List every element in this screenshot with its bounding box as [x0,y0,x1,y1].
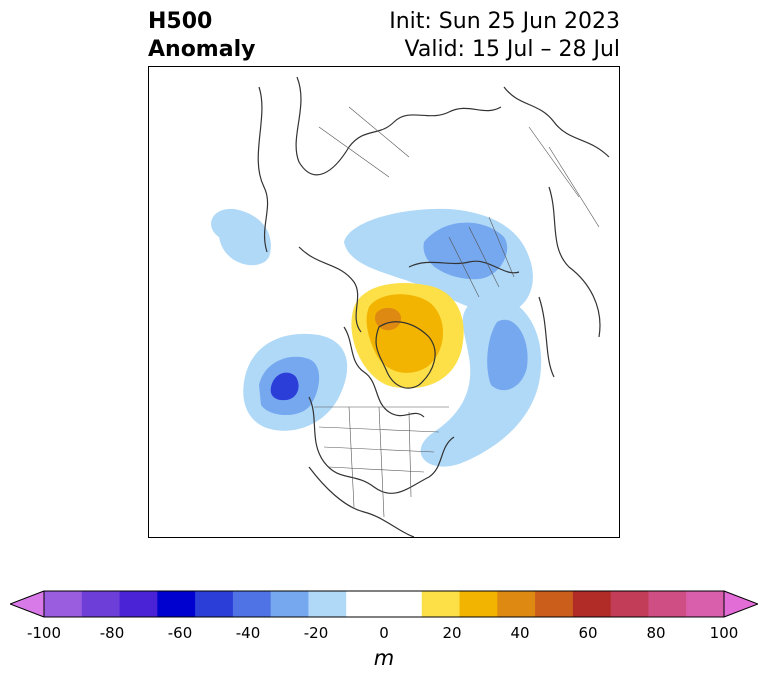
colorbar-tick-label: 0 [379,624,389,642]
colorbar-segment [535,591,574,617]
colorbar-tick-label: 60 [578,624,598,642]
colorbar-tick-label: -40 [235,624,261,642]
map-panel [148,66,620,538]
colorbar-segment [610,591,649,617]
colorbar-tick-label: 100 [709,624,739,642]
colorbar-tick-label: 80 [646,624,666,642]
colorbar-tick-label: -100 [26,624,62,642]
valid-range: Valid: 15 Jul – 28 Jul [404,37,620,62]
colorbar-left-arrow [10,591,44,617]
colorbar-segment [308,591,347,617]
anomaly-map [149,67,619,537]
title-field: Anomaly [148,37,256,62]
colorbar-right-arrow [724,591,758,617]
colorbar-tick-label: 40 [510,624,530,642]
colorbar-segment [44,591,83,617]
colorbar-segment [232,591,272,617]
anomaly-pacific-light [211,208,271,266]
political-borders [314,106,600,518]
colorbar-segment [497,591,536,617]
title-variable: H500 [148,9,213,34]
coastlines [257,76,610,537]
colorbar [10,590,758,618]
colorbar-segment [81,591,121,617]
colorbar-segment [572,591,612,617]
colorbar-segment [459,591,498,617]
colorbar-tick-label: 20 [442,624,462,642]
colorbar-segment [384,591,423,617]
colorbar-segment [648,591,687,617]
anomaly-alaska-core [270,372,299,401]
colorbar-segment [346,591,385,617]
map-dates: Init: Sun 25 Jun 2023 Valid: 15 Jul – 28… [389,8,620,64]
colorbar-tick-label: -20 [303,624,329,642]
colorbar-segment [119,591,158,617]
init-date: Init: Sun 25 Jun 2023 [389,9,620,34]
colorbar-segment [157,591,196,617]
colorbar-segment [195,591,234,617]
map-title: H500 Anomaly [148,8,255,64]
anomaly-europe-mid [487,319,528,391]
anomaly-greenland-core [374,307,402,331]
colorbar-segment [421,591,461,617]
colorbar-tick-label: -80 [99,624,125,642]
colorbar-unit: m [373,646,395,670]
colorbar-tick-label: -60 [167,624,193,642]
colorbar-segment [270,591,309,617]
anomaly-siberia-mid [423,222,508,280]
colorbar-segment [686,591,725,617]
